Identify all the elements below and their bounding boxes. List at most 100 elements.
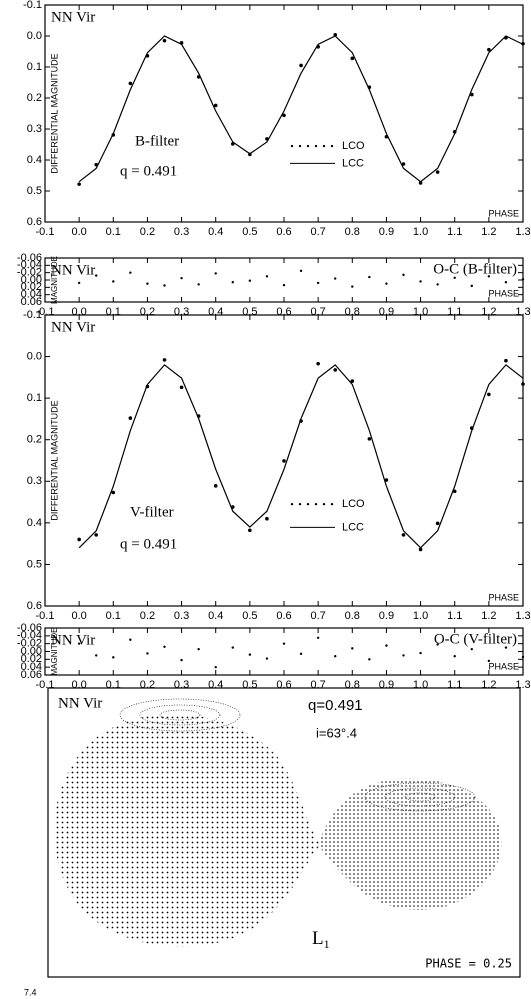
x-tick-label: 0.1 <box>106 610 121 622</box>
y-tick-label: -0.04 <box>17 259 42 271</box>
y-tick-label: 0.1 <box>27 61 42 73</box>
secondary-lobe <box>318 778 502 910</box>
inclination: i=63°.4 <box>316 725 357 740</box>
data-point <box>162 38 167 43</box>
chart-panel: -0.1 0.0 0.1 0.2 0.3 0.4 0.5 0.6 0.7 0.8 0.9 1.0 1.1… <box>17 252 531 318</box>
data-point <box>521 278 525 281</box>
data-point <box>282 113 286 118</box>
x-tick-label: 0.7 <box>310 226 325 238</box>
data-point <box>282 459 286 463</box>
data-point <box>112 656 115 659</box>
data-point <box>128 81 133 86</box>
panel-frame <box>47 687 521 978</box>
annotation: O-C (B-filter) <box>433 261 517 277</box>
y-tick-label: 0.02 <box>21 281 42 293</box>
data-point <box>469 92 474 97</box>
data-point <box>334 655 337 658</box>
data-point <box>248 279 252 282</box>
x-tick-label: 1.2 <box>481 679 496 691</box>
legend-swatch <box>322 144 326 148</box>
x-tick-label: 0.9 <box>379 226 394 238</box>
data-point <box>180 276 183 280</box>
data-point <box>112 280 115 283</box>
data-point <box>128 416 133 420</box>
data-point <box>213 103 218 108</box>
data-point <box>350 56 355 61</box>
y-tick-label: 0.04 <box>21 289 42 301</box>
x-tick-label: 0.4 <box>208 610 223 622</box>
x-tick-label: 0.9 <box>379 679 394 691</box>
y-tick-label: 0.3 <box>27 123 42 135</box>
data-point <box>401 533 406 537</box>
chart-panel: -0.1 0.0 0.1 0.2 0.3 0.4 0.5 0.6 0.7 0.8 0.9 1.0 1.1… <box>17 622 531 691</box>
legend-swatch <box>314 144 318 148</box>
data-point <box>333 368 338 372</box>
data-point <box>436 283 439 286</box>
data-point <box>470 284 473 288</box>
data-point <box>521 382 525 386</box>
data-point <box>385 644 388 647</box>
data-point <box>504 646 508 649</box>
y-axis-label: MAGNITUDE <box>50 256 59 304</box>
data-point <box>77 182 81 186</box>
x-tick-label: 0.4 <box>208 226 223 238</box>
data-point <box>231 646 234 649</box>
y-tick-label: 0.5 <box>27 558 42 570</box>
y-tick-label: -0.06 <box>17 622 42 634</box>
model-line <box>78 35 524 183</box>
x-tick-label: 0.7 <box>310 610 325 622</box>
data-point <box>452 489 457 494</box>
legend-label: LCC <box>342 157 364 169</box>
y-tick-label: 0.5 <box>27 185 42 197</box>
data-point <box>351 285 354 288</box>
legend-swatch <box>314 502 318 506</box>
x-tick-label: -0.1 <box>36 679 55 691</box>
data-point <box>350 379 355 383</box>
x-tick-label: 0.1 <box>106 679 121 691</box>
x-tick-label: 0.2 <box>140 679 155 691</box>
y-axis-label: MAGNITUDE <box>50 628 59 676</box>
data-point <box>162 358 167 362</box>
x-tick-label: 1.2 <box>481 226 496 238</box>
data-point <box>95 654 98 657</box>
x-tick-label: 0.5 <box>242 679 257 691</box>
data-point <box>435 170 440 174</box>
y-tick-label: -0.1 <box>23 0 42 11</box>
legend-swatch <box>298 502 302 506</box>
y-tick-label: 0.0 <box>27 30 42 42</box>
y-tick-label: -0.06 <box>17 252 42 264</box>
x-tick-label: 0.4 <box>208 679 223 691</box>
data-point <box>197 647 200 651</box>
y-tick-label: 0.4 <box>27 154 42 166</box>
data-point <box>504 358 508 363</box>
annotation: V-filter <box>130 504 174 520</box>
data-point <box>299 63 303 68</box>
legend-label: LCO <box>342 140 365 152</box>
y-tick-label: 0.2 <box>27 434 42 446</box>
chart-panel: -0.1 0.0 0.1 0.2 0.3 0.4 0.5 0.6 0.7 0.8 0.9 1.0 1.1… <box>23 309 531 622</box>
x-tick-label: 1.1 <box>447 679 462 691</box>
primary-lobe <box>54 714 321 947</box>
data-point <box>77 537 81 542</box>
data-point <box>436 643 439 646</box>
data-point <box>231 281 234 284</box>
x-axis-label: PHASE <box>488 288 519 298</box>
chart-title: NN Vir <box>51 9 95 25</box>
legend-swatch <box>298 144 302 148</box>
plot-frame <box>44 4 524 223</box>
data-point <box>299 269 303 273</box>
legend-swatch <box>306 144 310 148</box>
x-tick-label: 0.7 <box>310 679 325 691</box>
x-tick-label: 0.0 <box>71 226 86 238</box>
data-point <box>487 47 491 52</box>
data-point <box>214 665 217 669</box>
data-point <box>95 274 98 277</box>
x-tick-label: 1.1 <box>447 610 462 622</box>
data-point <box>248 528 252 533</box>
legend-swatch <box>290 502 294 506</box>
x-tick-label: 1.3 <box>515 679 530 691</box>
x-tick-label: 1.0 <box>413 679 428 691</box>
data-point <box>401 162 406 166</box>
y-tick-label: -0.02 <box>17 638 42 650</box>
